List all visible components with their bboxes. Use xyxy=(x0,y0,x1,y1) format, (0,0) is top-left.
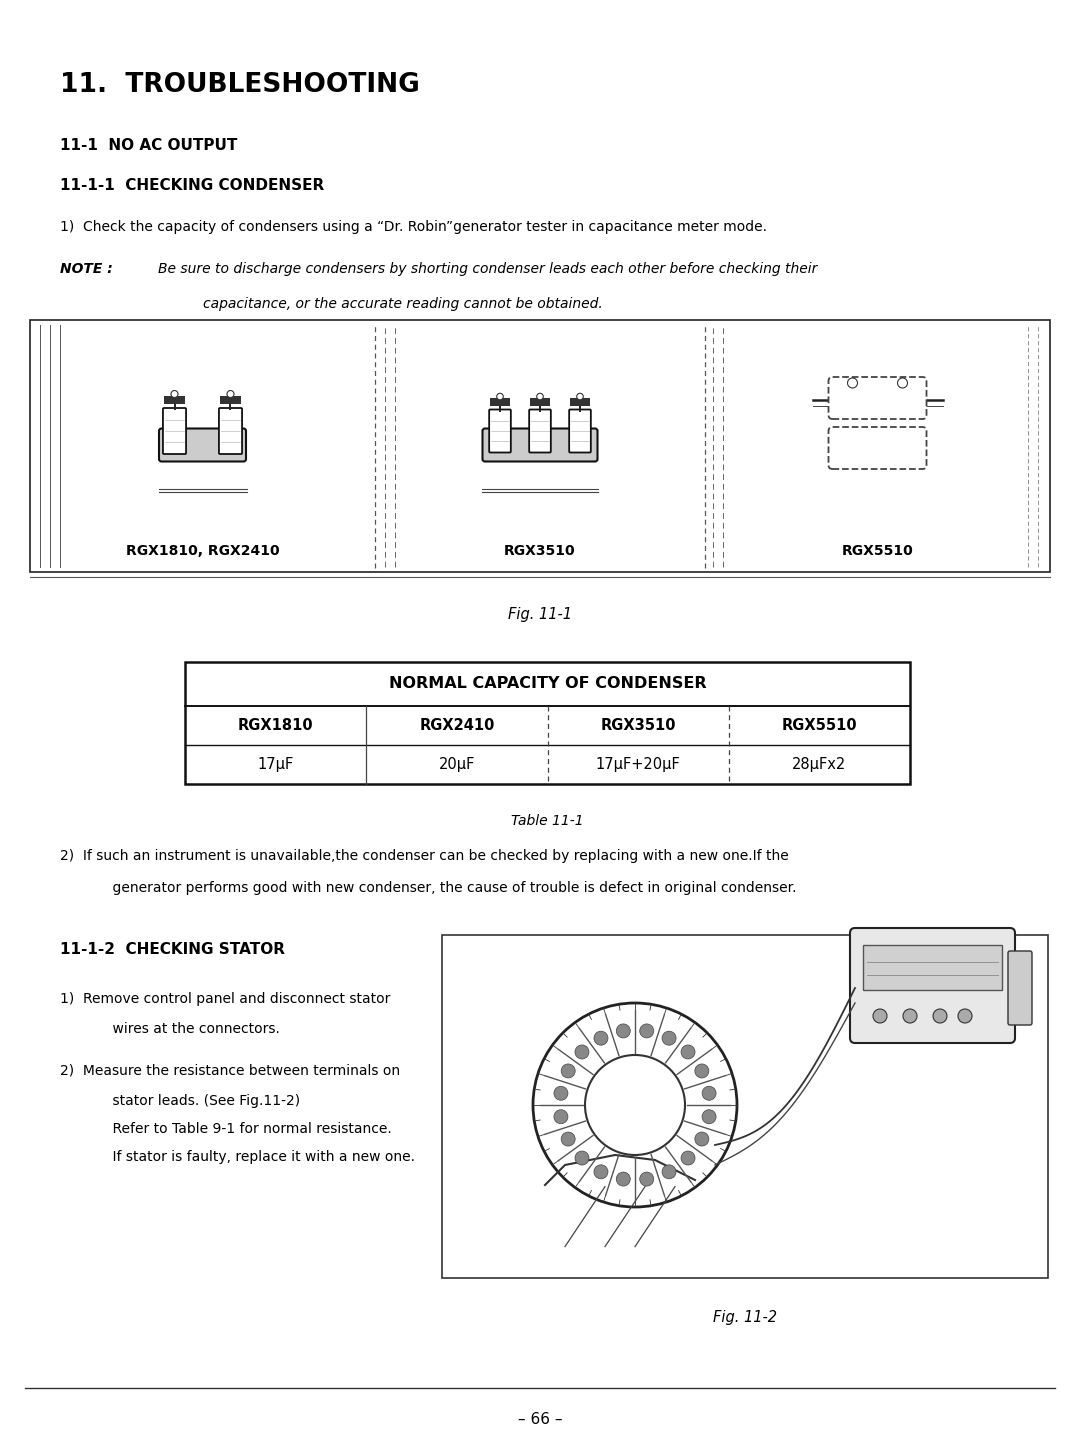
Text: stator leads. (See Fig.11-2): stator leads. (See Fig.11-2) xyxy=(95,1095,300,1107)
Bar xyxy=(570,399,590,406)
Bar xyxy=(863,945,1002,990)
Text: RGX2410: RGX2410 xyxy=(419,717,495,733)
Bar xyxy=(442,935,1048,1278)
Circle shape xyxy=(575,1045,589,1059)
Text: 17μF: 17μF xyxy=(257,757,294,772)
FancyBboxPatch shape xyxy=(219,409,242,454)
Circle shape xyxy=(662,1165,676,1179)
FancyBboxPatch shape xyxy=(850,927,1015,1043)
FancyBboxPatch shape xyxy=(828,377,927,419)
Bar xyxy=(530,399,550,406)
FancyBboxPatch shape xyxy=(1008,952,1032,1025)
FancyBboxPatch shape xyxy=(483,429,597,462)
Circle shape xyxy=(562,1065,576,1077)
FancyBboxPatch shape xyxy=(163,409,186,454)
Circle shape xyxy=(897,379,907,389)
Circle shape xyxy=(585,1055,685,1155)
Bar xyxy=(164,396,185,404)
FancyBboxPatch shape xyxy=(837,379,866,399)
Circle shape xyxy=(681,1150,696,1165)
Text: 1)  Check the capacity of condensers using a “Dr. Robin”generator tester in capa: 1) Check the capacity of condensers usin… xyxy=(60,220,767,234)
Text: 2)  If such an instrument is unavailable,the condenser can be checked by replaci: 2) If such an instrument is unavailable,… xyxy=(60,849,788,863)
Circle shape xyxy=(702,1110,716,1123)
Text: 11-1-1  CHECKING CONDENSER: 11-1-1 CHECKING CONDENSER xyxy=(60,179,324,193)
Text: Refer to Table 9-1 for normal resistance.: Refer to Table 9-1 for normal resistance… xyxy=(95,1122,392,1136)
Bar xyxy=(490,399,510,406)
Circle shape xyxy=(497,393,503,400)
Circle shape xyxy=(903,1009,917,1023)
Circle shape xyxy=(617,1172,631,1186)
Text: Be sure to discharge condensers by shorting condenser leads each other before ch: Be sure to discharge condensers by short… xyxy=(158,262,818,276)
Text: 1)  Remove control panel and disconnect stator: 1) Remove control panel and disconnect s… xyxy=(60,992,390,1006)
Text: 11.  TROUBLESHOOTING: 11. TROUBLESHOOTING xyxy=(60,71,420,99)
Bar xyxy=(220,396,241,404)
Circle shape xyxy=(537,393,543,400)
FancyBboxPatch shape xyxy=(569,410,591,453)
Circle shape xyxy=(534,1003,737,1208)
Bar xyxy=(30,320,1050,572)
Text: 2)  Measure the resistance between terminals on: 2) Measure the resistance between termin… xyxy=(60,1065,400,1077)
Text: 11-1  NO AC OUTPUT: 11-1 NO AC OUTPUT xyxy=(60,139,238,153)
Text: RGX1810, RGX2410: RGX1810, RGX2410 xyxy=(125,544,280,557)
FancyBboxPatch shape xyxy=(159,429,246,462)
FancyBboxPatch shape xyxy=(489,410,511,453)
Circle shape xyxy=(171,390,178,397)
Text: RGX5510: RGX5510 xyxy=(782,717,858,733)
Text: Table 11-1: Table 11-1 xyxy=(511,815,584,827)
Text: RGX3510: RGX3510 xyxy=(504,544,576,557)
Text: RGX5510: RGX5510 xyxy=(841,544,914,557)
Text: 20μF: 20μF xyxy=(438,757,475,772)
Bar xyxy=(185,662,910,785)
FancyBboxPatch shape xyxy=(828,427,927,469)
Text: capacitance, or the accurate reading cannot be obtained.: capacitance, or the accurate reading can… xyxy=(203,297,603,312)
Circle shape xyxy=(554,1086,568,1100)
Circle shape xyxy=(617,1025,631,1037)
Circle shape xyxy=(958,1009,972,1023)
Circle shape xyxy=(594,1032,608,1045)
Text: 11-1-2  CHECKING STATOR: 11-1-2 CHECKING STATOR xyxy=(60,942,285,957)
Circle shape xyxy=(575,1150,589,1165)
Circle shape xyxy=(227,390,234,397)
Circle shape xyxy=(639,1025,653,1037)
Text: Fig. 11-1: Fig. 11-1 xyxy=(508,607,572,622)
Text: 17μF+20μF: 17μF+20μF xyxy=(596,757,680,772)
Circle shape xyxy=(848,379,858,389)
Text: RGX1810: RGX1810 xyxy=(238,717,313,733)
Text: 28μFx2: 28μFx2 xyxy=(793,757,847,772)
Circle shape xyxy=(562,1132,576,1146)
Text: wires at the connectors.: wires at the connectors. xyxy=(95,1022,280,1036)
Text: generator performs good with new condenser, the cause of trouble is defect in or: generator performs good with new condens… xyxy=(95,882,797,895)
Text: NORMAL CAPACITY OF CONDENSER: NORMAL CAPACITY OF CONDENSER xyxy=(389,676,706,692)
Circle shape xyxy=(662,1032,676,1045)
Circle shape xyxy=(933,1009,947,1023)
Circle shape xyxy=(681,1045,696,1059)
FancyBboxPatch shape xyxy=(887,379,917,399)
Text: RGX3510: RGX3510 xyxy=(600,717,676,733)
Circle shape xyxy=(577,393,583,400)
Circle shape xyxy=(639,1172,653,1186)
Text: If stator is faulty, replace it with a new one.: If stator is faulty, replace it with a n… xyxy=(95,1150,415,1165)
Circle shape xyxy=(694,1065,708,1077)
Text: – 66 –: – 66 – xyxy=(517,1412,563,1428)
Text: Fig. 11-2: Fig. 11-2 xyxy=(713,1310,777,1325)
Circle shape xyxy=(594,1165,608,1179)
FancyBboxPatch shape xyxy=(529,410,551,453)
Circle shape xyxy=(702,1086,716,1100)
Text: NOTE :: NOTE : xyxy=(60,262,112,276)
Circle shape xyxy=(694,1132,708,1146)
Circle shape xyxy=(554,1110,568,1123)
Circle shape xyxy=(873,1009,887,1023)
